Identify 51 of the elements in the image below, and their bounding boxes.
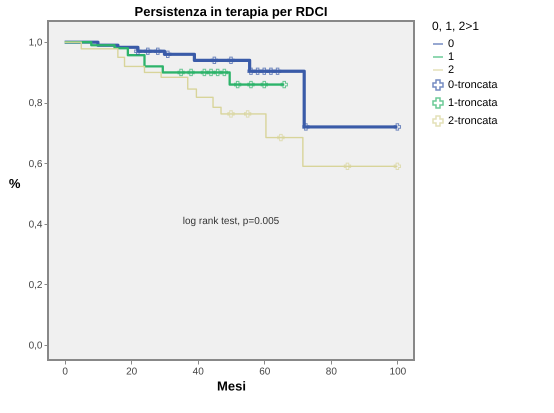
x-tick-label: 80 bbox=[326, 366, 338, 378]
legend-label: 0 bbox=[448, 38, 454, 50]
point bbox=[144, 48, 152, 55]
point bbox=[200, 68, 208, 76]
x-tick-label: 100 bbox=[390, 366, 407, 378]
y-tick-label: 0,6 bbox=[28, 158, 43, 170]
legend-label: 1-troncata bbox=[448, 97, 498, 109]
point bbox=[394, 123, 402, 131]
point bbox=[210, 56, 218, 64]
point bbox=[227, 110, 235, 118]
point bbox=[164, 50, 172, 58]
x-tick-label: 40 bbox=[192, 366, 204, 378]
point bbox=[207, 68, 215, 76]
x-tick-label: 60 bbox=[259, 366, 271, 378]
point bbox=[267, 68, 275, 75]
y-tick-label: 0,4 bbox=[28, 219, 43, 230]
y-tick-label: 0,0 bbox=[28, 340, 43, 352]
x-axis-title: Mesi bbox=[217, 378, 246, 394]
y-tick-label: 1,0 bbox=[28, 38, 43, 49]
point bbox=[394, 162, 402, 170]
point bbox=[344, 162, 352, 170]
legend-label: 0-troncata bbox=[448, 79, 498, 91]
point bbox=[227, 56, 235, 64]
point bbox=[244, 110, 252, 118]
point bbox=[260, 80, 268, 88]
x-tick-label: 0 bbox=[62, 366, 68, 378]
point bbox=[247, 68, 255, 75]
point bbox=[302, 123, 310, 131]
point bbox=[134, 48, 142, 55]
chart-title: Persistenza in terapia per RDCI bbox=[134, 4, 328, 19]
point bbox=[280, 80, 288, 88]
point bbox=[177, 68, 185, 76]
legend-label: 2 bbox=[448, 64, 454, 76]
point bbox=[247, 80, 255, 88]
point bbox=[187, 68, 195, 76]
legend-label: 2-troncata bbox=[448, 115, 498, 127]
point bbox=[254, 68, 262, 75]
y-axis-title: % bbox=[8, 176, 21, 191]
y-tick-label: 0,2 bbox=[28, 280, 43, 291]
y-tick-label: 0,8 bbox=[28, 98, 43, 110]
point bbox=[220, 68, 228, 76]
legend-label: 1 bbox=[448, 51, 454, 63]
point bbox=[274, 68, 282, 75]
annotation: log rank test, p=0.005 bbox=[182, 216, 280, 227]
point bbox=[214, 68, 222, 76]
point bbox=[277, 134, 285, 142]
point bbox=[154, 48, 162, 55]
point bbox=[234, 80, 242, 88]
legend-title: 0, 1, 2>1 bbox=[432, 19, 480, 33]
x-tick-label: 20 bbox=[126, 366, 138, 378]
point bbox=[260, 68, 268, 75]
